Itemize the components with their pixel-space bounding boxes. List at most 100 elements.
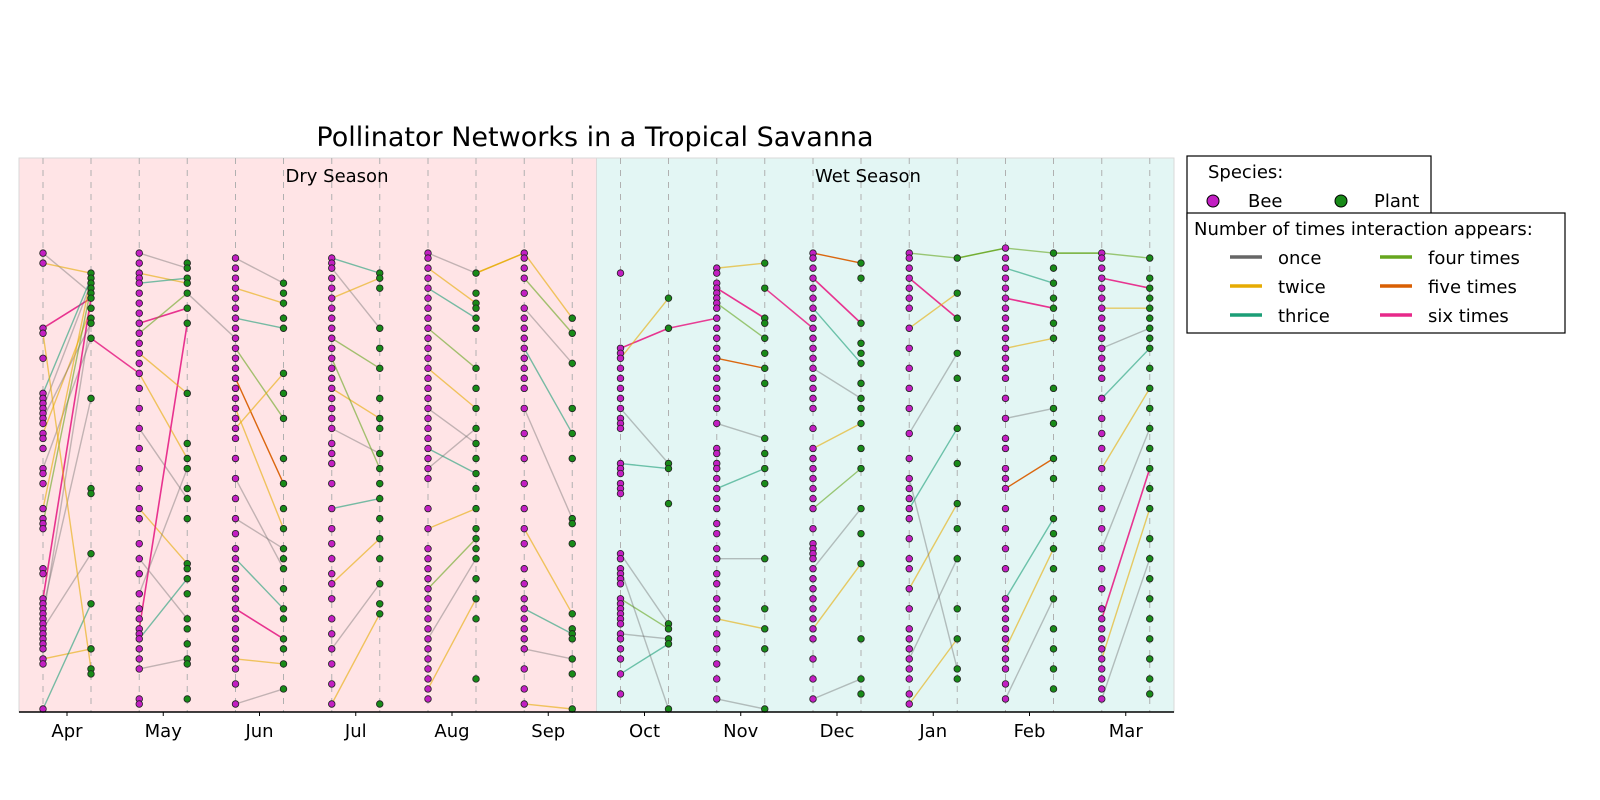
bee-node [1098, 645, 1106, 653]
edge-oct [619, 407, 670, 464]
bee-node [1001, 284, 1010, 292]
bee-node [1001, 484, 1010, 493]
bee-node [424, 264, 432, 272]
bee-node [1098, 504, 1106, 513]
plant-node [761, 334, 769, 342]
bee-node [1001, 655, 1010, 663]
plant-node [1049, 529, 1058, 538]
cross-month-edge [668, 317, 717, 329]
bee-node [424, 354, 432, 362]
plant-node [568, 329, 576, 337]
edge-may [138, 292, 188, 334]
plant-node [279, 504, 288, 513]
plant-node [1146, 464, 1154, 473]
bee-node [231, 434, 240, 443]
plant-node [761, 449, 769, 458]
plant-node [953, 424, 961, 433]
bee-node [328, 284, 336, 292]
bee-node [1098, 334, 1106, 342]
bee-node [135, 359, 143, 368]
bee-node [520, 384, 528, 393]
plant-node [279, 299, 288, 307]
plant-node [1049, 304, 1058, 312]
bee-node [520, 685, 528, 693]
bee-node [905, 429, 913, 438]
plant-node [279, 414, 288, 423]
bee-node [809, 354, 817, 362]
plant-node [761, 464, 769, 473]
bee-node [231, 544, 240, 553]
plant-node [183, 660, 191, 668]
bee-node [424, 565, 432, 573]
bee-node [809, 635, 817, 643]
bee-node [328, 344, 336, 352]
bee-node [135, 484, 143, 493]
edge-sep [523, 608, 573, 635]
bee-node [231, 585, 240, 593]
bee-node [809, 575, 817, 583]
plant-node [183, 494, 191, 503]
edge-nov [716, 618, 765, 630]
bee-node [1098, 364, 1106, 373]
plant-node [1049, 685, 1058, 693]
bee-node [328, 414, 336, 423]
bee-node [616, 555, 625, 563]
bee-node [231, 284, 240, 292]
bee-node [135, 319, 143, 327]
bee-node [713, 314, 721, 322]
bee-node [713, 605, 721, 613]
legend-plant-marker [1334, 194, 1348, 208]
edge-jul [331, 358, 381, 469]
plant-node [857, 379, 865, 388]
bee-node [1098, 565, 1106, 573]
x-tick-label: Nov [723, 721, 758, 742]
bee-node [809, 595, 817, 603]
bee-node [424, 294, 432, 302]
edge-mar [1101, 252, 1150, 259]
plant-node [1146, 595, 1154, 603]
bee-node [231, 274, 240, 282]
plant-node [183, 454, 191, 463]
plant-node [87, 489, 95, 498]
edge-aug [427, 367, 477, 409]
bee-node [713, 364, 721, 373]
bee-node [135, 279, 143, 287]
plant-node [1049, 665, 1058, 673]
plant-node [279, 544, 288, 553]
bee-node [1098, 429, 1106, 438]
bee-node [231, 575, 240, 583]
bee-node [135, 655, 143, 663]
bee-node [231, 655, 240, 663]
bee-node [616, 469, 625, 478]
edge-nov [716, 357, 765, 370]
edge-jan [908, 478, 958, 670]
bee-node [231, 314, 240, 322]
bee-node [809, 464, 817, 473]
plant-node [568, 610, 576, 618]
bee-node [328, 354, 336, 362]
bee-node [424, 555, 432, 563]
bee-node [328, 700, 336, 708]
bee-node [135, 464, 143, 473]
bee-node [905, 284, 913, 292]
bee-node [520, 700, 528, 708]
plant-node [953, 605, 961, 613]
plant-node [279, 324, 288, 332]
plant-node [857, 404, 865, 413]
bee-node [809, 344, 817, 352]
bee-node [713, 504, 721, 513]
bee-node [905, 404, 913, 413]
bee-node [328, 479, 336, 488]
bee-node [809, 565, 817, 573]
bee-node [1098, 585, 1106, 593]
bee-node [424, 605, 432, 613]
legend-five-times-label: five times [1428, 277, 1517, 298]
bee-node [328, 459, 336, 468]
edge-jul [331, 337, 381, 369]
plant-node [1146, 675, 1154, 683]
plant-node [376, 394, 384, 403]
bee-node [39, 434, 47, 443]
bee-node [1001, 264, 1010, 272]
bee-node [39, 645, 47, 653]
bee-node [809, 655, 817, 663]
